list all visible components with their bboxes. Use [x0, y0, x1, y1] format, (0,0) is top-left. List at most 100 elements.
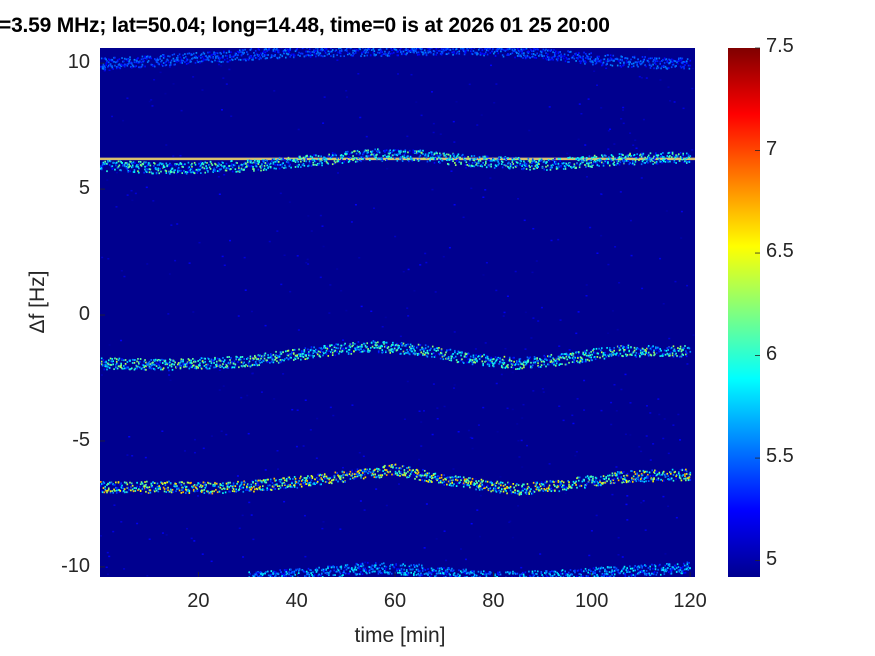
- trace-cell: [300, 354, 303, 357]
- trace-cell: [384, 571, 387, 574]
- trace-cell: [408, 466, 411, 469]
- trace-cell: [238, 489, 240, 491]
- trace-cell: [441, 159, 444, 162]
- noise-cell: [424, 252, 427, 255]
- trace-cell: [133, 361, 136, 364]
- trace-cell: [641, 477, 644, 480]
- trace-cell: [611, 354, 614, 357]
- trace-cell: [638, 159, 640, 162]
- trace-cell: [534, 165, 537, 167]
- trace-cell: [625, 159, 628, 162]
- trace-cell: [526, 361, 529, 363]
- trace-cell: [670, 472, 672, 475]
- trace-cell: [450, 484, 453, 487]
- trace-cell: [315, 348, 317, 351]
- noise-cell: [532, 227, 535, 230]
- trace-cell: [641, 160, 644, 163]
- trace-cell: [497, 161, 500, 163]
- trace-cell: [606, 480, 608, 483]
- trace-cell: [599, 158, 601, 160]
- noise-cell: [436, 407, 439, 409]
- trace-cell: [145, 170, 147, 173]
- trace-cell: [322, 577, 324, 579]
- trace-cell: [177, 169, 179, 172]
- trace-cell: [142, 364, 145, 367]
- trace-cell: [197, 167, 199, 170]
- noise-cell: [117, 363, 120, 365]
- trace-cell: [357, 564, 359, 566]
- trace-cell: [267, 360, 269, 363]
- trace-cell: [408, 346, 411, 348]
- trace-cell: [281, 166, 284, 169]
- trace-cell: [417, 471, 420, 474]
- noise-cell: [617, 536, 620, 539]
- trace-cell: [509, 165, 512, 167]
- trace-cell: [276, 360, 278, 363]
- trace-cell: [343, 348, 346, 351]
- trace-cell: [413, 159, 415, 161]
- trace-cell: [470, 155, 473, 157]
- trace-cell: [368, 569, 371, 572]
- trace-cell: [527, 359, 530, 362]
- noise-cell: [574, 454, 577, 457]
- trace-cell: [287, 349, 290, 352]
- trace-cell: [471, 165, 474, 168]
- noise-cell: [115, 206, 118, 208]
- trace-cell: [341, 470, 344, 473]
- noise-cell: [126, 194, 129, 196]
- trace-cell: [480, 478, 483, 481]
- trace-cell: [484, 360, 486, 363]
- trace-cell: [395, 564, 397, 567]
- trace-cell: [641, 474, 644, 477]
- trace-cell: [421, 564, 423, 567]
- trace-cell: [422, 153, 424, 155]
- trace-cell: [349, 478, 352, 480]
- trace-cell: [399, 564, 402, 567]
- trace-cell: [186, 481, 189, 484]
- trace-cell: [353, 568, 356, 571]
- trace-cell: [658, 471, 661, 474]
- trace-cell: [270, 160, 273, 163]
- trace-cell: [217, 161, 220, 164]
- trace-cell: [654, 347, 657, 350]
- trace-cell: [586, 475, 589, 478]
- trace-cell: [464, 480, 467, 483]
- trace-cell: [449, 479, 452, 482]
- trace-cell: [254, 479, 257, 482]
- trace-cell: [257, 162, 260, 165]
- trace-cell: [642, 353, 645, 355]
- trace-cell: [549, 167, 552, 169]
- trace-cell: [209, 491, 212, 494]
- trace-cell: [543, 487, 546, 490]
- trace-cell: [496, 158, 499, 161]
- trace-cell: [424, 569, 427, 571]
- trace-cell: [273, 570, 275, 573]
- trace-cell: [142, 163, 145, 166]
- trace-cell: [434, 354, 437, 357]
- trace-cell: [464, 159, 467, 162]
- trace-cell: [197, 482, 199, 484]
- trace-cell: [462, 153, 464, 156]
- trace-cell: [475, 354, 477, 357]
- trace-cell: [282, 162, 284, 165]
- trace-cell: [422, 354, 424, 357]
- trace-cell: [396, 474, 399, 476]
- noise-cell: [467, 429, 470, 432]
- trace-cell: [283, 572, 286, 575]
- trace-cell: [387, 152, 390, 155]
- trace-cell: [473, 484, 476, 486]
- trace-cell: [185, 365, 188, 368]
- trace-cell: [649, 475, 652, 477]
- trace-cell: [481, 360, 484, 363]
- trace-cell: [549, 168, 552, 171]
- noise-cell: [663, 418, 666, 420]
- trace-cell: [359, 573, 361, 576]
- trace-cell: [405, 570, 408, 573]
- trace-cell: [354, 160, 357, 163]
- trace-cell: [345, 347, 347, 350]
- noise-cell: [279, 192, 282, 195]
- noise-cell: [375, 488, 378, 490]
- trace-cell: [333, 346, 336, 349]
- trace-cell: [361, 158, 364, 160]
- trace-cell: [365, 346, 368, 349]
